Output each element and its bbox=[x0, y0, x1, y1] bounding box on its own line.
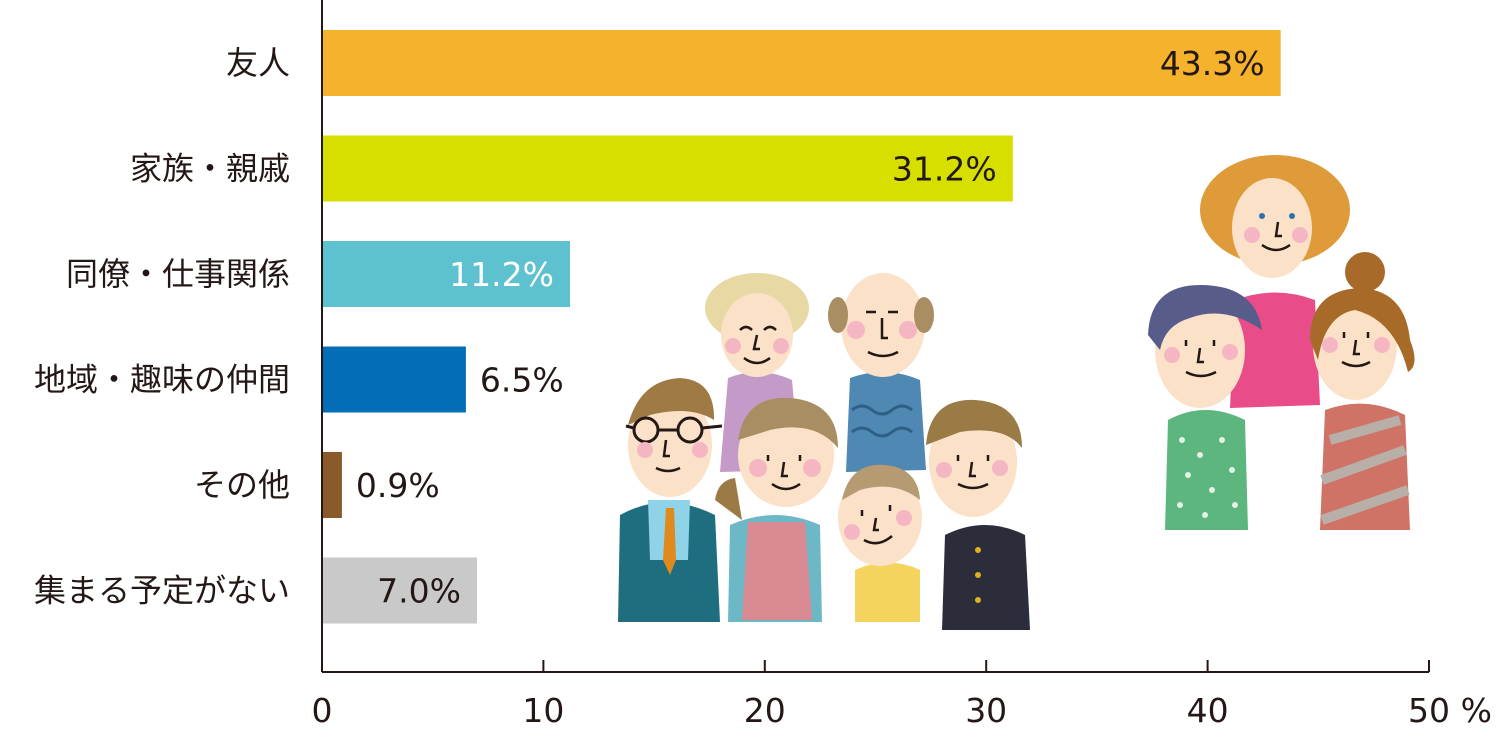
category-label-4: その他 bbox=[194, 466, 290, 504]
category-label-2: 同僚・仕事関係 bbox=[66, 255, 290, 293]
x-tick-label-0: 0 bbox=[312, 691, 333, 730]
value-label-3: 6.5% bbox=[480, 361, 564, 400]
bar-1 bbox=[322, 135, 1013, 202]
x-tick-label-4: 40 bbox=[1187, 691, 1229, 730]
value-label-4: 0.9% bbox=[356, 466, 440, 505]
value-label-5: 7.0% bbox=[377, 572, 461, 611]
x-tick-label-1: 10 bbox=[522, 691, 564, 730]
elderly-man-figure bbox=[828, 273, 934, 472]
child-figure bbox=[838, 464, 922, 622]
category-label-0: 友人 bbox=[226, 44, 290, 82]
category-label-1: 家族・親戚 bbox=[130, 150, 290, 188]
value-label-0: 43.3% bbox=[1160, 44, 1265, 83]
category-label-3: 地域・趣味の仲間 bbox=[34, 361, 290, 399]
bars-group: 友人 43.3% 家族・親戚 31.2% 同僚・仕事関係 11.2% 地域・趣味の仲間 6.5… bbox=[34, 30, 1281, 624]
bar-2 bbox=[322, 241, 570, 307]
bar-5 bbox=[322, 557, 477, 624]
x-unit-label: % bbox=[1461, 691, 1492, 730]
man-in-suit-figure bbox=[618, 378, 723, 622]
x-axis: 0 10 20 30 40 50% bbox=[312, 0, 1492, 730]
x-tick-label-3: 30 bbox=[965, 691, 1007, 730]
woman-apron-figure bbox=[715, 397, 838, 622]
x-tick-label-5: 50 bbox=[1408, 691, 1450, 730]
value-label-1: 31.2% bbox=[892, 150, 997, 189]
bun-haired-woman-figure bbox=[1310, 252, 1415, 530]
short-haired-man-figure bbox=[1148, 285, 1262, 530]
student-figure bbox=[926, 399, 1030, 630]
people-illustration bbox=[618, 155, 1415, 630]
bar-0 bbox=[322, 30, 1281, 96]
bar-3 bbox=[322, 346, 466, 413]
x-tick-label-2: 20 bbox=[744, 691, 786, 730]
category-label-5: 集まる予定がない bbox=[34, 572, 290, 610]
bar-4 bbox=[322, 452, 342, 518]
value-label-2: 11.2% bbox=[449, 255, 554, 294]
